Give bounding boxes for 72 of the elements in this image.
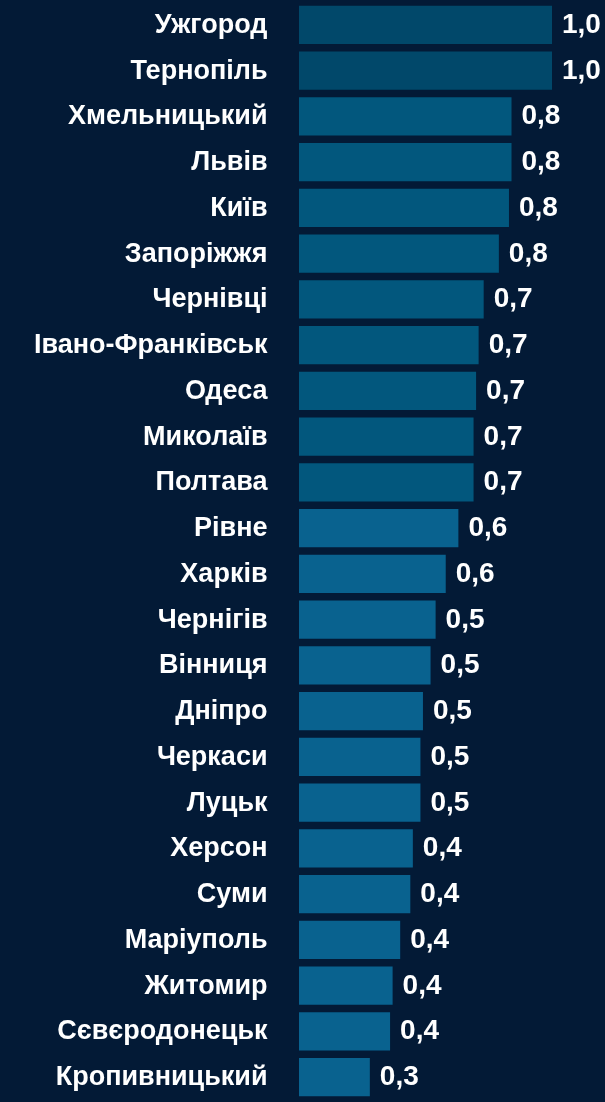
bar [299,51,552,90]
y-tick-label: Рівне [194,512,268,543]
data-label: 0,7 [486,373,526,405]
bar [299,371,477,411]
y-tick-label: Луцьк [186,786,268,817]
y-tick-label: Суми [196,878,268,909]
y-tick-label: Львів [191,146,268,177]
y-tick-label: Маріуполь [124,923,268,954]
data-label: 0,5 [445,602,485,634]
y-tick-label: Запоріжжя [124,237,268,268]
y-tick-label: Тернопіль [130,54,268,85]
data-label: 0,5 [430,739,470,771]
bar [299,691,423,731]
y-tick-label: Одеса [185,374,269,405]
bar [299,142,512,182]
bar [299,966,393,1005]
data-label: 0,8 [508,236,548,268]
y-tick-label: Івано-Франківськ [34,329,268,360]
data-label: 0,6 [455,556,495,588]
y-tick-label: Ужгород [154,8,268,39]
y-tick-label: Миколаїв [143,420,268,451]
bar [299,600,436,639]
bar [299,188,509,228]
y-tick-label: Хмельницький [67,100,268,131]
data-label: 0,5 [430,785,470,817]
bar [299,97,512,136]
data-label: 0,7 [483,419,523,451]
y-tick-label: Житомир [143,969,268,1000]
bar [299,829,413,868]
data-label: 0,5 [440,648,480,680]
bar [299,874,411,914]
y-tick-label: Чернівці [152,283,268,314]
y-tick-label: Вінниця [158,649,268,680]
y-tick-label: Харків [180,557,268,588]
bar [299,234,499,273]
data-label: 1,0 [562,53,601,85]
data-label: 0,8 [518,190,558,222]
data-label: 0,5 [432,694,472,726]
bar [299,325,479,365]
y-tick-label: Полтава [155,466,269,497]
bar [299,1057,370,1097]
data-label: 0,8 [521,99,561,131]
data-label: 0,7 [488,328,528,360]
bar [299,508,459,548]
bar [299,554,446,594]
data-label: 0,6 [468,511,508,543]
data-label: 0,4 [400,1014,440,1046]
bar [299,737,421,777]
y-tick-label: Київ [210,191,268,222]
data-label: 0,8 [521,145,561,177]
y-tick-label: Черкаси [156,740,268,771]
bar [299,280,484,319]
data-label: 1,0 [562,7,601,39]
data-label: 0,7 [493,282,533,314]
y-tick-label: Чернігів [157,603,268,634]
data-label: 0,7 [483,465,523,497]
bar [299,920,401,960]
data-label: 0,4 [422,831,463,863]
bar [299,783,421,822]
bar [299,463,474,502]
y-tick-label: Кропивницький [55,1061,268,1092]
data-label: 0,3 [379,1060,419,1092]
bar [299,646,431,685]
y-tick-label: Херсон [170,832,268,863]
y-tick-label: Дніпро [175,695,268,726]
bar [299,417,474,456]
data-label: 0,4 [402,968,442,1000]
bar [299,1012,391,1051]
data-label: 0,4 [410,922,450,954]
data-label: 0,4 [420,877,460,909]
y-tick-label: Сєвєродонецьк [57,1015,268,1046]
bar [299,5,552,45]
